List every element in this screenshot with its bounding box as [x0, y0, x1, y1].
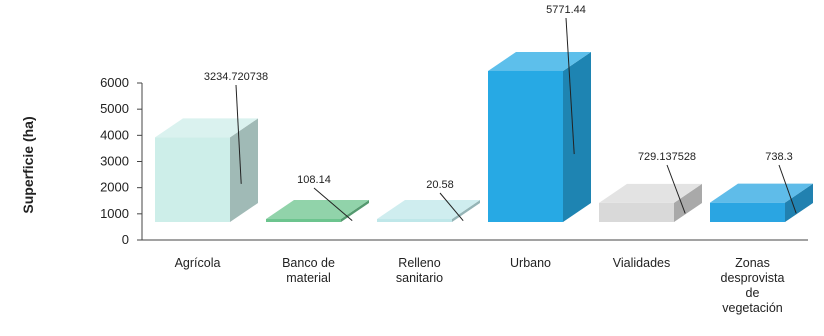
bar-5: [599, 183, 702, 222]
y-tick-label: 3000: [100, 154, 129, 169]
x-tick-label: Banco de material: [282, 256, 335, 285]
data-label-leader: [778, 164, 797, 214]
y-axis-label: Superficie (ha): [20, 116, 36, 213]
bar-side: [785, 183, 813, 222]
bar-side: [563, 51, 591, 222]
bar-side: [452, 200, 480, 222]
data-label: 20.58: [426, 179, 454, 191]
data-label-leader: [666, 164, 686, 214]
bar-3: [377, 200, 480, 222]
y-tick-label: 2000: [100, 180, 129, 195]
bar-top: [155, 118, 258, 138]
axes: 0 1000 2000 3000 4000 5000 6000: [100, 75, 808, 247]
y-tick-label: 6000: [100, 75, 129, 90]
bar-front: [599, 202, 674, 222]
y-tick-label: 4000: [100, 127, 129, 142]
bars: [155, 51, 813, 222]
data-label: 5771.44: [546, 4, 586, 16]
data-label: 738.3: [765, 151, 793, 163]
bar-front: [266, 219, 341, 222]
labels: 3234.720738 Agrícola 108.14 Banco de materia…: [175, 4, 797, 315]
data-label: 108.14: [297, 174, 331, 186]
bar-front: [710, 202, 785, 222]
bar-1: [155, 118, 258, 222]
bar-front: [488, 70, 563, 222]
y-tick-label: 5000: [100, 101, 129, 116]
x-tick-label: Urbano: [510, 256, 551, 270]
bar-4: [488, 51, 591, 222]
x-tick-label: Zonas desprovista de vegetación: [721, 256, 785, 315]
data-label: 3234.720738: [204, 71, 268, 83]
bar-top: [488, 51, 591, 71]
data-label-leader: [313, 187, 353, 222]
x-tick-label: Agrícola: [175, 256, 221, 270]
y-tick-label: 0: [122, 232, 129, 247]
bar-side: [230, 118, 258, 222]
data-label-leader: [439, 192, 464, 221]
x-tick-label: Vialidades: [613, 256, 670, 270]
bar-front: [155, 137, 230, 222]
bar-top: [266, 200, 369, 219]
y-tick-label: 1000: [100, 206, 129, 221]
data-label-leader: [235, 84, 242, 184]
bar-top: [377, 200, 480, 219]
bar-2: [266, 200, 369, 222]
bar-side: [674, 183, 702, 222]
data-label: 729.137528: [638, 151, 696, 163]
bar-6: [710, 183, 813, 222]
data-label-leader: [565, 17, 575, 155]
bar-front: [377, 219, 452, 222]
x-tick-label: Relleno sanitario: [396, 256, 443, 285]
